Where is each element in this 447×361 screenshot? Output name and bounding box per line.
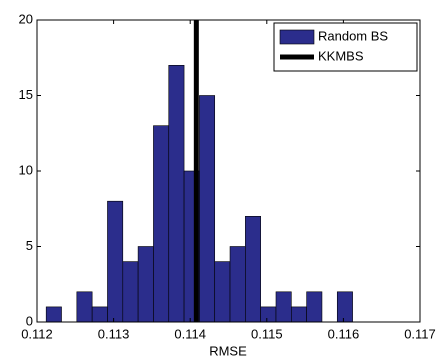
bar (306, 291, 323, 323)
bar (275, 291, 292, 323)
x-tick-label: 0.114 (174, 326, 206, 341)
bar (168, 65, 185, 323)
bar (122, 261, 139, 323)
bar (45, 306, 62, 323)
bar (76, 291, 93, 323)
legend-label: KKMBS (318, 48, 364, 63)
bar (214, 261, 231, 323)
bar (91, 306, 108, 323)
x-tick-label: 0.115 (251, 326, 283, 341)
x-tick-label: 0.112 (21, 326, 53, 341)
y-tick-label: 0 (26, 313, 33, 328)
bar (199, 95, 216, 323)
y-tick-label: 5 (26, 238, 33, 253)
bar (291, 306, 307, 323)
bar (107, 200, 124, 323)
x-tick-label: 0.113 (98, 326, 130, 341)
bar (137, 246, 154, 323)
legend-patch (279, 29, 315, 45)
x-axis-label: RMSE (209, 343, 247, 358)
bar (260, 306, 277, 323)
legend-label: Random BS (318, 28, 388, 43)
y-tick-label: 15 (19, 87, 33, 102)
bar (336, 291, 353, 323)
bar (229, 246, 246, 323)
x-tick-label: 0.116 (328, 326, 360, 341)
x-tick-label: 0.117 (404, 326, 436, 341)
y-tick-label: 20 (19, 11, 33, 26)
bar (245, 216, 261, 323)
bar (153, 125, 170, 323)
y-tick-label: 10 (19, 162, 33, 177)
